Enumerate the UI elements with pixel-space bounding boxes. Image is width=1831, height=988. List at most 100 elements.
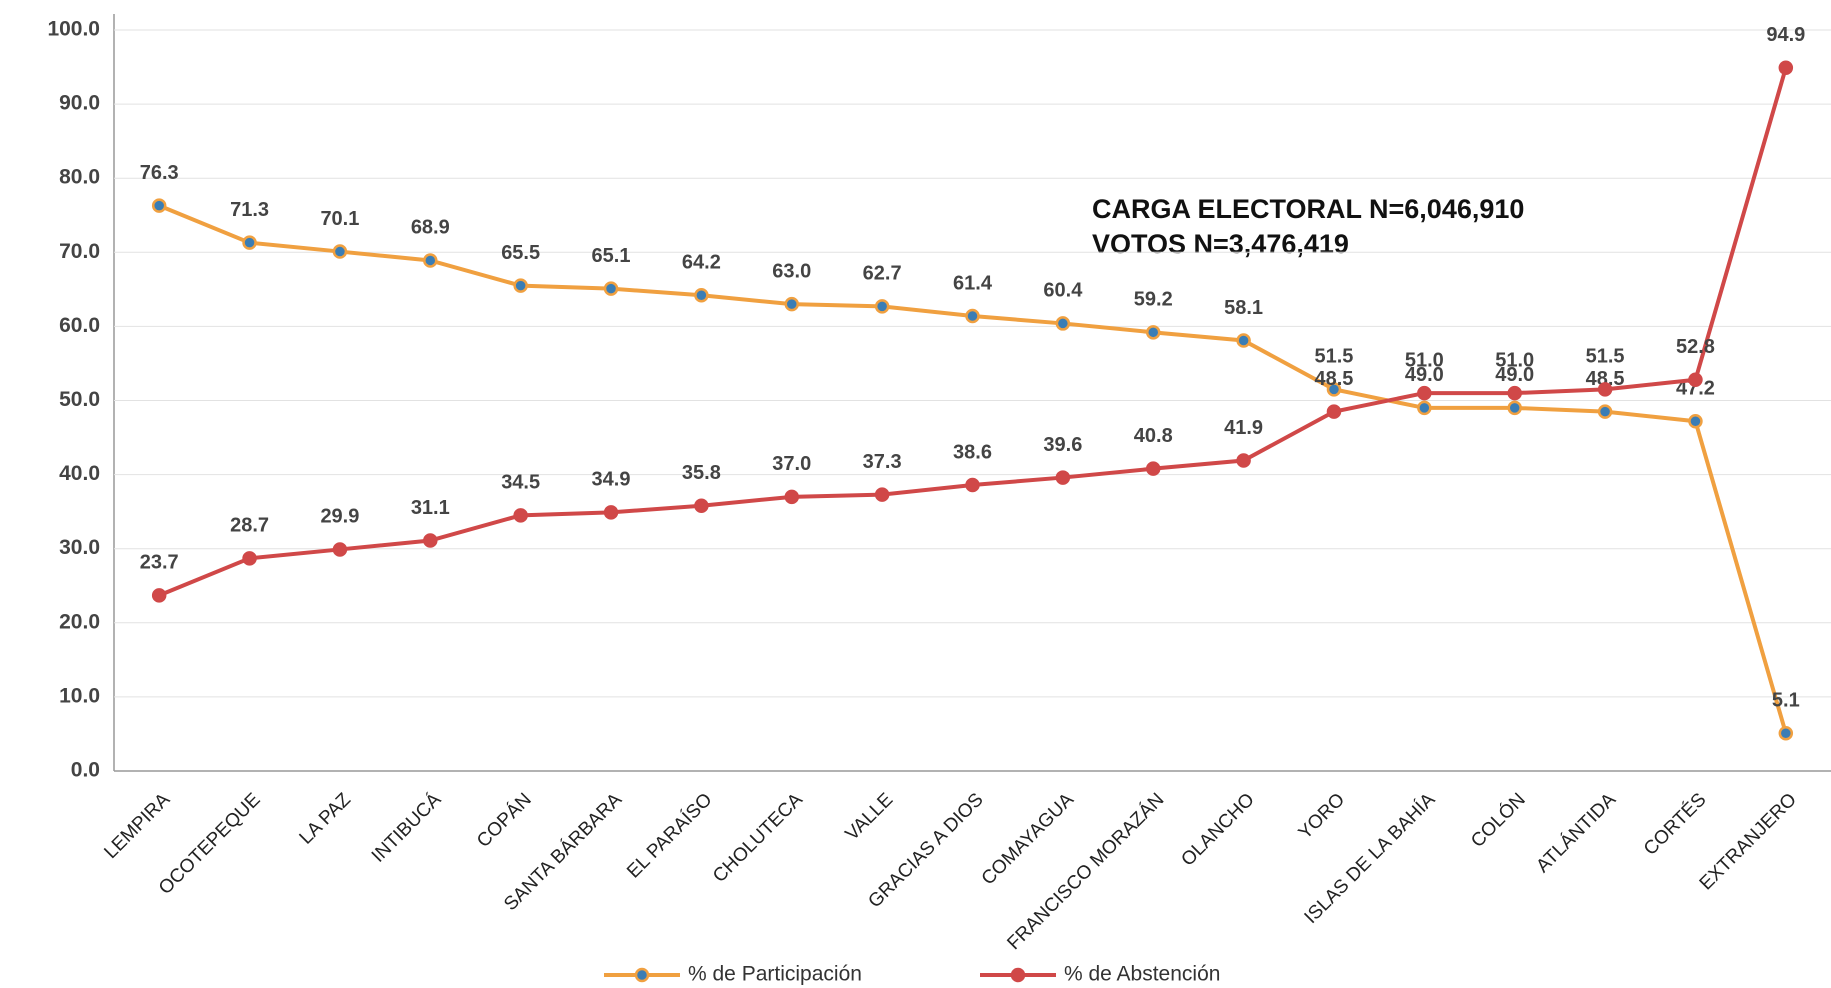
x-tick-label: YORO	[1295, 789, 1349, 843]
marker	[1597, 382, 1613, 397]
data-label: 28.7	[230, 515, 269, 537]
y-tick-label: 50.0	[59, 388, 100, 411]
data-label: 39.6	[1043, 434, 1082, 456]
marker	[1688, 372, 1703, 388]
data-label: 70.1	[320, 208, 359, 230]
data-label: 48.5	[1315, 368, 1354, 390]
data-label: 37.3	[863, 451, 902, 473]
marker	[332, 542, 348, 557]
data-label: 23.7	[140, 552, 179, 574]
marker	[1326, 382, 1342, 397]
data-label: 76.3	[140, 162, 179, 184]
x-tick-label: CHOLUTECA	[709, 789, 807, 887]
data-label: 65.1	[592, 245, 631, 267]
x-tick-label: COPÁN	[473, 789, 536, 852]
marker	[1417, 385, 1432, 401]
y-tick-label: 20.0	[59, 610, 100, 633]
marker	[1417, 400, 1432, 416]
legend-label: % de Participación	[688, 963, 862, 986]
data-label: 40.8	[1134, 425, 1173, 447]
marker	[1778, 60, 1794, 76]
data-label: 47.2	[1676, 378, 1715, 400]
marker	[513, 278, 528, 293]
marker	[242, 551, 257, 566]
annotation: VOTOS N=3,476,419	[1092, 229, 1349, 259]
marker	[1055, 316, 1071, 331]
data-label: 31.1	[411, 497, 450, 519]
data-label: 51.5	[1315, 346, 1354, 368]
marker	[423, 253, 438, 268]
marker	[965, 477, 980, 493]
y-tick-label: 90.0	[59, 92, 100, 115]
data-label: 35.8	[682, 462, 721, 484]
data-label: 49.0	[1405, 364, 1444, 386]
legend-marker	[1010, 967, 1026, 983]
marker	[1778, 725, 1794, 741]
x-tick-label: EXTRANJERO	[1696, 789, 1801, 894]
data-label: 52.8	[1676, 336, 1715, 358]
y-tick-label: 0.0	[71, 759, 100, 782]
data-label: 51.0	[1495, 349, 1534, 371]
x-tick-label: LEMPIRA	[100, 789, 174, 863]
x-tick-label: ATLÁNTIDA	[1532, 789, 1620, 877]
x-tick-label: EL PARAÍSO	[623, 789, 716, 882]
marker	[1507, 400, 1522, 416]
marker	[694, 498, 709, 513]
data-label: 94.9	[1766, 24, 1805, 46]
data-label: 48.5	[1586, 368, 1625, 390]
marker	[1236, 453, 1251, 468]
x-tick-label: VALLE	[842, 789, 898, 845]
marker	[332, 244, 348, 259]
data-label: 37.0	[772, 453, 811, 475]
y-tick-label: 40.0	[59, 462, 100, 485]
marker	[242, 235, 257, 250]
legend-item: % de Abstención	[980, 963, 1220, 986]
marker	[1055, 470, 1071, 485]
marker	[1326, 404, 1342, 419]
data-label: 29.9	[320, 506, 359, 528]
annotation: CARGA ELECTORAL N=6,046,910	[1092, 194, 1524, 224]
marker	[603, 505, 619, 520]
marker	[1688, 413, 1703, 429]
y-tick-label: 100.0	[47, 18, 100, 41]
marker	[1145, 325, 1161, 340]
data-label: 51.5	[1586, 346, 1625, 368]
marker	[151, 198, 167, 213]
legend-item: % de Participación	[604, 963, 862, 986]
data-label: 63.0	[772, 260, 811, 282]
marker	[1597, 404, 1613, 419]
x-tick-label: LA PAZ	[296, 789, 356, 849]
data-label: 65.5	[501, 242, 540, 264]
marker	[874, 487, 890, 502]
y-tick-label: 80.0	[59, 166, 100, 189]
data-label: 58.1	[1224, 297, 1263, 319]
data-label: 64.2	[682, 252, 721, 274]
marker	[694, 288, 709, 303]
x-tick-label: COLÓN	[1466, 789, 1529, 852]
marker	[874, 299, 890, 314]
x-tick-label: COMAYAGUA	[978, 789, 1078, 889]
x-tick-label: OLANCHO	[1177, 789, 1258, 870]
marker	[513, 508, 528, 523]
data-label: 60.4	[1043, 280, 1083, 302]
x-tick-label: CORTÉS	[1640, 789, 1711, 860]
data-label: 34.5	[501, 472, 540, 494]
data-label: 62.7	[863, 263, 902, 285]
marker	[151, 588, 167, 603]
marker	[784, 296, 800, 312]
data-label: 49.0	[1495, 364, 1534, 386]
data-label: 59.2	[1134, 289, 1173, 311]
marker	[603, 281, 619, 296]
data-label: 38.6	[953, 441, 992, 463]
marker	[784, 489, 800, 505]
legend-label: % de Abstención	[1064, 963, 1220, 986]
x-tick-label: INTIBUCÁ	[368, 789, 446, 867]
series-line	[158, 67, 1788, 598]
legend-marker	[634, 967, 650, 983]
marker	[965, 308, 980, 324]
y-tick-label: 30.0	[59, 536, 100, 559]
data-label: 41.9	[1224, 417, 1263, 439]
data-label: 34.9	[592, 469, 631, 491]
data-label: 61.4	[953, 272, 993, 294]
